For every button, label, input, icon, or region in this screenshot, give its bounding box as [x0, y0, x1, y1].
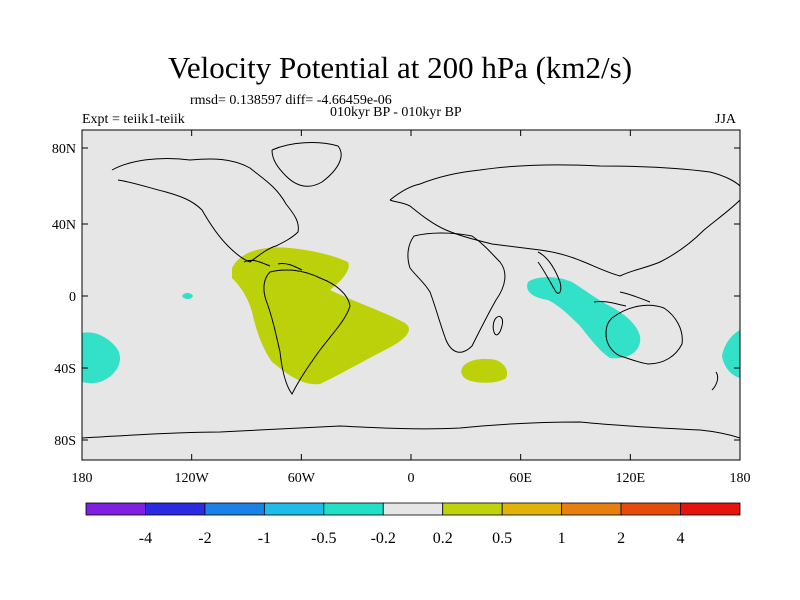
anomaly-regions: [82, 142, 740, 439]
colorbar-label: 0.2: [433, 530, 453, 547]
lon-tick-label: 180: [730, 471, 751, 486]
coast-antarctica: [82, 421, 740, 439]
colorbar: -4 -2 -1 -0.5 -0.2 0.2 0.5 1 2 4: [85, 502, 741, 547]
negative-anomaly-central-pacific: [182, 293, 193, 299]
lon-tick-label: 120E: [616, 471, 646, 486]
experiment-label: Expt = teiik1-teiik: [82, 112, 185, 127]
colorbar-swatch: [85, 502, 146, 516]
negative-anomaly-indian-ocean: [527, 277, 641, 359]
coast-australia: [605, 304, 683, 365]
colorbar-label: -2: [198, 530, 211, 547]
coast-north-america: [111, 158, 299, 263]
map-axes: 180 120W 60W 0 60E 120E 180 80N 40N 0 40S 80S: [52, 130, 751, 486]
lon-tick-label: 120W: [175, 471, 210, 486]
negative-anomaly-west-pacific: [82, 332, 120, 384]
lat-tick-label: 0: [69, 290, 76, 305]
colorbar-swatch: [382, 502, 444, 516]
coast-africa: [407, 232, 506, 353]
colorbar-label: 1: [558, 530, 566, 547]
coast-madagascar: [492, 315, 503, 336]
colorbar-swatch: [204, 502, 265, 516]
lon-tick-label: 180: [72, 471, 93, 486]
coast-new-zealand: [711, 371, 719, 391]
lat-tick-label: 80N: [52, 142, 76, 157]
lon-tick-label: 0: [408, 471, 415, 486]
positive-anomaly-south-africa: [461, 358, 508, 383]
colorbar-swatch: [263, 502, 325, 516]
colorbar-swatch: [323, 502, 384, 516]
colorbar-swatch: [145, 502, 206, 516]
colorbar-swatch: [680, 502, 741, 516]
coast-indonesia: [593, 291, 651, 307]
colorbar-swatch: [501, 502, 563, 516]
lon-tick-label: 60E: [509, 471, 532, 486]
chart-title: Velocity Potential at 200 hPa (km2/s): [167, 50, 633, 85]
stats-line: rmsd= 0.138597 diff= -4.66459e-06: [190, 93, 392, 108]
colorbar-swatch: [561, 502, 622, 516]
coast-eurasia: [389, 164, 740, 277]
map-background: [82, 130, 740, 460]
colorbar-label: 2: [617, 530, 625, 547]
colorbar-label: -0.2: [371, 530, 396, 547]
coastlines: [82, 142, 740, 439]
coast-caribbean: [243, 259, 303, 271]
colorbar-label: -0.5: [311, 530, 336, 547]
colorbar-label: -4: [139, 530, 152, 547]
lat-tick-label: 40S: [54, 362, 76, 377]
coast-greenland: [271, 142, 342, 187]
period-line: 010kyr BP - 010kyr BP: [330, 105, 462, 120]
lat-tick-label: 40N: [52, 218, 76, 233]
positive-anomaly-americas: [232, 247, 409, 385]
season-label: JJA: [715, 112, 737, 127]
map-panel: [81, 129, 741, 461]
colorbar-label: 0.5: [492, 530, 512, 547]
colorbar-swatch: [620, 502, 681, 516]
lon-tick-label: 60W: [288, 471, 316, 486]
coast-india: [537, 251, 562, 294]
colorbar-swatch: [442, 502, 503, 516]
colorbar-label: 4: [677, 530, 685, 547]
negative-anomaly-east-edge: [722, 330, 740, 378]
coast-south-america: [263, 269, 351, 395]
lat-tick-label: 80S: [54, 434, 76, 449]
colorbar-label: -1: [258, 530, 271, 547]
